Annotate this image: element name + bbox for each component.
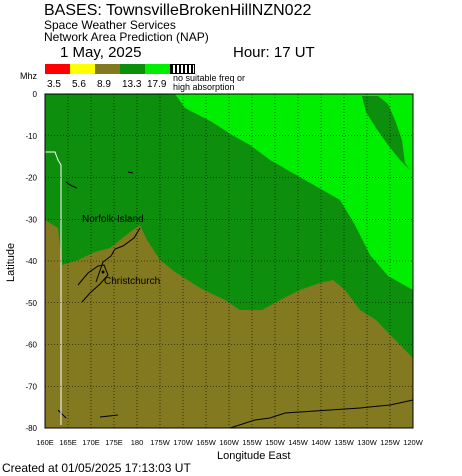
longitude-tick-label: 120W <box>403 438 424 447</box>
latitude-tick-label: -30 <box>25 215 37 224</box>
latitude-tick-label: -80 <box>25 424 37 433</box>
legend-swatch <box>170 64 195 74</box>
legend-swatch <box>145 64 170 74</box>
latitude-tick-label: -70 <box>25 382 37 391</box>
longitude-tick-label: 130W <box>357 438 378 447</box>
created-timestamp: Created at 01/05/2025 17:13:03 UT <box>2 461 191 475</box>
longitude-tick-label: 155W <box>242 438 263 447</box>
legend-swatch <box>95 64 120 74</box>
coastline-islands <box>57 171 134 419</box>
legend-value: 5.6 <box>72 79 86 90</box>
longitude-tick-label: 125W <box>380 438 401 447</box>
latitude-tick-label: 0 <box>33 90 38 99</box>
longitude-tick-label: 160W <box>219 438 240 447</box>
legend-swatch <box>45 64 70 74</box>
legend-swatch <box>120 64 145 74</box>
forecast-date: 1 May, 2025 <box>60 44 142 61</box>
longitude-tick-label: 165E <box>59 438 77 447</box>
longitude-tick-label: 170W <box>173 438 194 447</box>
coastline-antarctica <box>229 399 414 429</box>
latitude-tick-label: -20 <box>25 174 37 183</box>
map-gridlines <box>45 94 413 428</box>
legend-no-suitable-line2: high absorption <box>173 82 235 92</box>
zone-light-green-north-east <box>175 94 413 290</box>
y-axis-label: Latitude <box>5 242 17 282</box>
longitude-tick-label: 175W <box>150 438 171 447</box>
legend-no-suitable-line1: no suitable freq or <box>173 73 246 83</box>
longitude-tick-label: 140W <box>311 438 332 447</box>
longitude-tick-labels: 160E 165E 170E 175E 180 175W 170W 165W 160W 155W 1… <box>36 438 423 447</box>
longitude-tick-label: 160E <box>36 438 54 447</box>
legend-value: 8.9 <box>97 79 111 90</box>
longitude-tick-label: 145W <box>288 438 309 447</box>
zone-dark-green-ridge <box>233 143 283 265</box>
longitude-tick-label: 135W <box>334 438 355 447</box>
legend-value: 3.5 <box>47 79 61 90</box>
place-label-norfolk-island: Norfolk-Island <box>82 214 144 225</box>
place-label-christchurch: Christchurch <box>104 276 160 287</box>
coastline-south-island <box>77 264 109 303</box>
legend-swatch <box>70 64 95 74</box>
coastline-north-island <box>95 227 141 283</box>
latitude-tick-label: -40 <box>25 257 37 266</box>
product-name: Network Area Prediction (NAP) <box>44 30 209 44</box>
map-frame <box>44 93 414 429</box>
latitude-tick-labels: 0 -10 -20 -30 -40 -50 -60 -70 -80 <box>25 90 37 433</box>
legend-value: 13.3 <box>122 79 142 90</box>
latitude-tick-label: -50 <box>25 299 37 308</box>
longitude-tick-label: 170E <box>82 438 100 447</box>
x-axis-label: Longitude East <box>217 450 291 462</box>
legend-value: 17.9 <box>147 79 167 90</box>
longitude-tick-label: 180 <box>131 438 144 447</box>
place-marker-christchurch <box>101 270 105 274</box>
longitude-tick-label: 165W <box>196 438 217 447</box>
longitude-tick-label: 175E <box>105 438 123 447</box>
longitude-tick-label: 150W <box>265 438 286 447</box>
forecast-hour: Hour: 17 UT <box>233 44 315 61</box>
latitude-tick-label: -10 <box>25 132 37 141</box>
region-boundary-line <box>45 151 62 425</box>
agency-name: Space Weather Services <box>44 18 176 32</box>
zone-dark-green-east-band <box>362 96 410 170</box>
latitude-tick-label: -60 <box>25 341 37 350</box>
legend-unit: Mhz <box>20 71 38 81</box>
page-title: BASES: TownsvilleBrokenHillNZN022 <box>44 2 312 19</box>
